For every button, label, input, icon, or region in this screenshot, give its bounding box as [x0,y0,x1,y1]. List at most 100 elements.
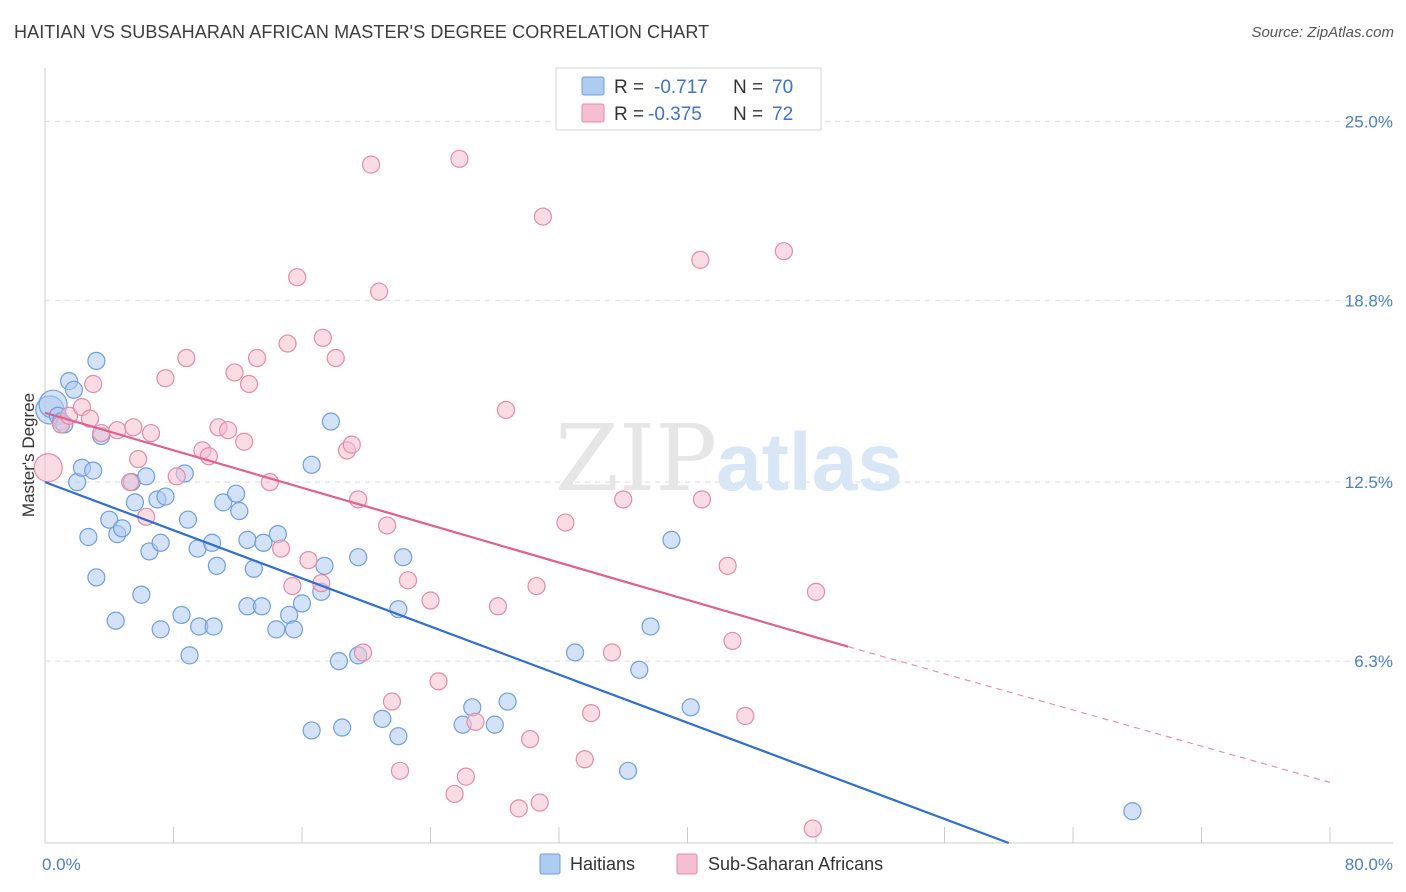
point-subsaharan [326,348,345,368]
point-subsaharan [390,761,410,780]
point-subsaharan [691,250,710,269]
bottom-legend-haitians: Haitians [570,854,635,874]
point-haitians [267,620,286,639]
point-subsaharan [84,374,103,394]
point-subsaharan [466,712,485,731]
y-tick-label: 12.5% [1345,473,1393,492]
point-subsaharan [575,750,594,769]
legend-r-label-2: R = [614,104,644,125]
point-subsaharan [736,706,755,726]
point-haitians [373,709,392,728]
legend-r-label-1: R = [614,77,644,98]
point-haitians [230,501,249,521]
axis-labels: 6.3% 12.5% 18.8% 25.0% 0.0% 80.0% Master's Deg… [19,112,1393,874]
point-subsaharan [219,421,238,440]
point-subsaharan [313,328,332,347]
point-haitians [302,455,321,474]
point-subsaharan [450,149,469,168]
legend-swatch-subsaharan [581,103,605,123]
legend-swatch-haitians [581,76,605,96]
point-haitians [125,493,145,512]
point-subsaharan [167,467,186,486]
point-haitians [84,461,103,480]
trend-extension-subsaharan [847,646,1331,783]
watermark: ZIP atlas [555,405,903,512]
point-haitians [333,718,352,737]
legend-n-value-1: 70 [772,77,793,98]
point-subsaharan [398,571,418,590]
point-subsaharan [530,793,549,812]
point-haitians [329,652,349,671]
bottom-swatch-subsaharan [676,853,698,875]
point-haitians [565,643,585,662]
correlation-legend: R = -0.717 N = 70 R = -0.375 N = 72 [555,67,822,131]
y-tick-label: 25.0% [1345,112,1393,131]
point-haitians [132,585,151,604]
point-haitians [321,412,341,431]
point-subsaharan [288,268,307,287]
point-haitians [87,568,106,587]
point-haitians [630,660,649,679]
point-haitians [112,519,132,538]
point-haitians [214,493,233,512]
chart-title: HAITIAN VS SUBSAHARAN AFRICAN MASTER'S D… [14,22,710,42]
point-haitians [618,761,638,780]
point-subsaharan [774,242,793,261]
legend-r-value-1: -0.717 [654,77,708,98]
y-tick-label: 18.8% [1345,291,1393,310]
point-haitians [180,646,199,665]
point-subsaharan [382,692,402,711]
point-haitians [315,556,334,575]
point-subsaharan [129,449,148,469]
point-subsaharan [533,207,553,226]
point-subsaharan [33,453,63,483]
point-haitians [1123,802,1142,821]
point-subsaharan [299,550,318,570]
point-subsaharan [235,432,254,451]
point-subsaharan [456,767,475,786]
point-subsaharan [361,155,381,174]
point-haitians [178,510,198,529]
point-subsaharan [272,539,291,558]
point-haitians [389,727,408,746]
watermark-atlas: atlas [716,417,903,508]
point-subsaharan [509,799,528,818]
point-subsaharan [278,334,297,353]
point-haitians [302,721,321,740]
point-subsaharan [614,490,633,509]
point-haitians [106,611,125,630]
point-subsaharan [378,516,397,535]
legend-r-value-2: -0.375 [648,104,702,125]
point-haitians [207,556,226,575]
point-subsaharan [124,418,143,437]
point-subsaharan [520,729,540,749]
point-subsaharan [488,597,508,616]
point-haitians [64,380,84,399]
point-haitians [100,510,119,529]
series-legend: Haitians Sub-Saharan Africans [539,853,883,875]
point-subsaharan [141,423,161,443]
point-haitians [254,533,273,552]
point-haitians [204,617,223,636]
point-haitians [227,484,246,503]
x-tick-label-min: 0.0% [42,855,81,874]
point-haitians [292,594,312,613]
point-subsaharan [527,576,546,596]
point-subsaharan [80,409,100,428]
point-subsaharan [342,435,361,454]
point-subsaharan [370,282,389,301]
point-subsaharan [429,672,448,691]
point-haitians [498,692,517,711]
legend-n-label-1: N = [733,77,763,98]
point-haitians [87,351,106,371]
bottom-swatch-haitians [539,853,561,875]
point-haitians [137,467,156,486]
point-haitians [151,620,170,639]
point-haitians [394,548,413,567]
bottom-legend-subsaharan: Sub-Saharan Africans [708,854,883,874]
watermark-zip: ZIP [555,405,717,512]
point-haitians [284,620,304,639]
point-haitians [662,530,681,549]
point-haitians [172,605,191,625]
